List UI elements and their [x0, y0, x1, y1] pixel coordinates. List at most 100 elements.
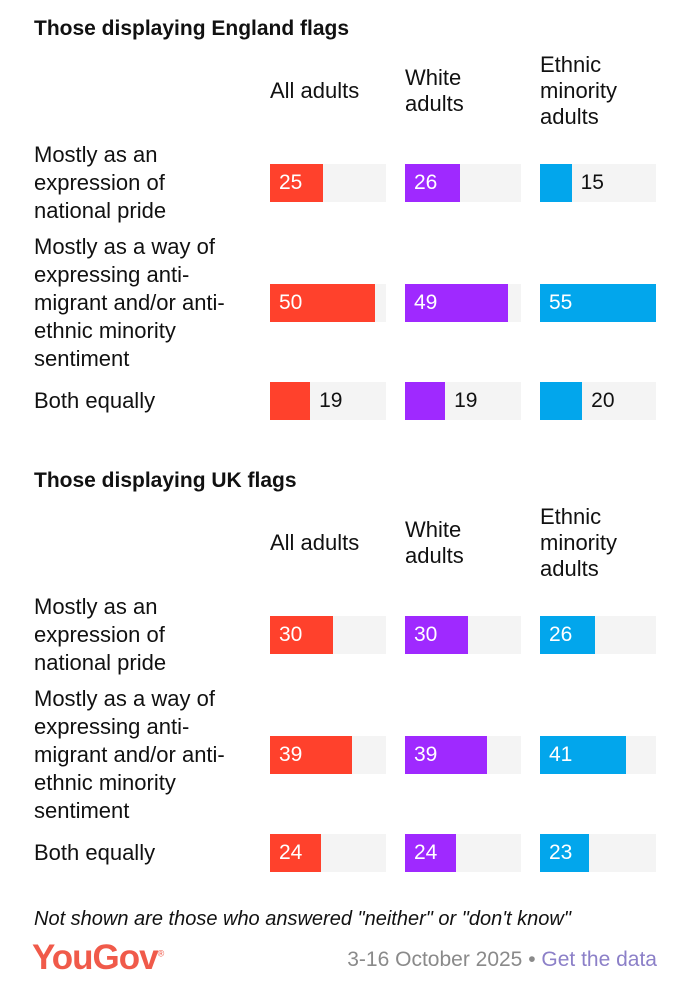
- row-label-line: expressing anti-: [34, 714, 190, 739]
- row-label: Both equally: [34, 387, 264, 415]
- column-header-line: adults: [405, 91, 464, 116]
- bar: [270, 164, 323, 202]
- bar: [270, 382, 311, 420]
- bar: [405, 616, 469, 654]
- chart-title: Those displaying UK flags: [34, 469, 297, 492]
- column-header-line: adults: [540, 556, 599, 581]
- row-label-line: ethnic minority: [34, 318, 176, 343]
- data-label: 15: [580, 171, 604, 194]
- bar-track: 24: [270, 834, 386, 872]
- bar-track: 26: [405, 164, 521, 202]
- column-header-line: All adults: [270, 530, 360, 555]
- get-data-link[interactable]: Get the data: [541, 948, 657, 971]
- column-header-line: All adults: [270, 78, 360, 103]
- bar: [270, 834, 321, 872]
- bar-track: 49: [405, 284, 521, 322]
- row-label: Mostly as a way of expressing anti-migran…: [34, 233, 264, 373]
- row-label-line: national pride: [34, 198, 167, 223]
- chart-title: Those displaying England flags: [34, 17, 350, 40]
- bar: [540, 616, 595, 654]
- row-label-line: Both equally: [34, 840, 156, 865]
- row-label: Mostly as an expression of national pride: [34, 593, 264, 677]
- bar-track: 20: [540, 382, 656, 420]
- row-label-line: Mostly as an: [34, 142, 158, 167]
- bar-track: 23: [540, 834, 656, 872]
- column-header: White adults: [405, 517, 464, 569]
- survey-date: 3-16 October 2025: [347, 948, 523, 971]
- row-label-line: national pride: [34, 650, 167, 675]
- bar: [540, 382, 583, 420]
- data-label: 24: [279, 841, 303, 864]
- bar: [405, 284, 509, 322]
- bar-track: 15: [540, 164, 656, 202]
- data-label: 20: [591, 389, 615, 412]
- column-header: All adults: [270, 530, 359, 556]
- bar: [405, 736, 488, 774]
- data-label: 19: [319, 389, 343, 412]
- row-label-line: ethnic minority: [34, 770, 176, 795]
- row-label-line: migrant and/or anti-: [34, 742, 225, 767]
- data-label: 23: [549, 841, 573, 864]
- bar: [270, 284, 376, 322]
- data-label: 55: [549, 291, 573, 314]
- row-label-line: expression of: [34, 622, 165, 647]
- bar: [405, 164, 460, 202]
- column-header-line: minority: [540, 78, 618, 103]
- column-header-line: White: [405, 517, 462, 542]
- row-label-line: Mostly as an: [34, 594, 158, 619]
- row-label: Both equally: [34, 839, 264, 867]
- row-label-line: sentiment: [34, 798, 130, 823]
- data-label: 30: [414, 623, 438, 646]
- column-header-line: Ethnic: [540, 52, 602, 77]
- bar: [405, 382, 446, 420]
- bar-track: 19: [270, 382, 386, 420]
- row-label-line: Mostly as a way of: [34, 686, 215, 711]
- bar-track: 24: [405, 834, 521, 872]
- row-label-line: sentiment: [34, 346, 130, 371]
- row-label: Mostly as an expression of national pride: [34, 141, 264, 225]
- bar: [540, 834, 589, 872]
- bar-track: 19: [405, 382, 521, 420]
- data-label: 24: [414, 841, 438, 864]
- bar-track: 39: [405, 736, 521, 774]
- bar-track: 30: [270, 616, 386, 654]
- bar-track: 25: [270, 164, 386, 202]
- bar: [270, 616, 334, 654]
- data-label: 26: [414, 171, 438, 194]
- data-label: 41: [549, 743, 573, 766]
- column-header-line: White: [405, 65, 462, 90]
- column-header: Ethnic minority adults: [540, 504, 617, 582]
- bar: [540, 284, 656, 322]
- row-label-line: migrant and/or anti-: [34, 290, 225, 315]
- row-label-line: Both equally: [34, 388, 156, 413]
- column-header-line: adults: [405, 543, 464, 568]
- data-label: 39: [279, 743, 303, 766]
- bar-track: 50: [270, 284, 386, 322]
- column-header: All adults: [270, 78, 359, 104]
- bar: [270, 736, 353, 774]
- data-label: 19: [454, 389, 478, 412]
- data-label: 39: [414, 743, 438, 766]
- bar: [405, 834, 456, 872]
- bar: [540, 736, 627, 774]
- data-label: 25: [279, 171, 303, 194]
- bar-track: 39: [270, 736, 386, 774]
- row-label: Mostly as a way of expressing anti-migran…: [34, 685, 264, 825]
- bar: [540, 164, 572, 202]
- data-label: 26: [549, 623, 573, 646]
- data-label: 30: [279, 623, 303, 646]
- bar-track: 30: [405, 616, 521, 654]
- column-header-line: minority: [540, 530, 618, 555]
- row-label-line: expressing anti-: [34, 262, 190, 287]
- yougov-logo: YouGov®: [32, 938, 164, 977]
- footer-info: 3-16 October 2025 • Get the data: [347, 948, 657, 972]
- footnote: Not shown are those who answered "neithe…: [34, 908, 571, 930]
- bar-track: 41: [540, 736, 656, 774]
- row-label-line: expression of: [34, 170, 165, 195]
- data-label: 50: [279, 291, 303, 314]
- bar-track: 55: [540, 284, 656, 322]
- column-header: Ethnic minority adults: [540, 52, 617, 130]
- column-header-line: adults: [540, 104, 599, 129]
- column-header: White adults: [405, 65, 464, 117]
